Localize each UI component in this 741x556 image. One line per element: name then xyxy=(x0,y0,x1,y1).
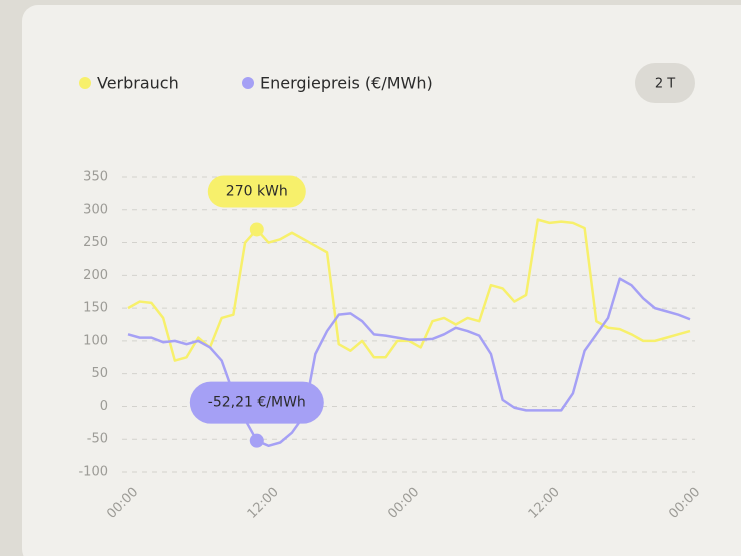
y-tick-label: 300 xyxy=(83,202,108,217)
range-button[interactable] xyxy=(635,63,695,103)
series-line xyxy=(127,277,691,448)
y-tick-label: -100 xyxy=(78,465,108,480)
series-line xyxy=(127,218,691,362)
annotation-box xyxy=(189,381,324,424)
y-tick-label: 50 xyxy=(91,366,108,381)
y-tick-label: 0 xyxy=(100,399,108,414)
y-tick-label: 200 xyxy=(83,268,108,283)
range-button-label[interactable]: 2 T xyxy=(655,77,675,92)
y-tick-label: -50 xyxy=(87,432,108,447)
annotation-label: 270 kWh xyxy=(226,183,288,199)
legend-swatch xyxy=(242,77,254,89)
y-tick-label: 250 xyxy=(83,235,108,250)
legend-label: Verbrauch xyxy=(97,74,179,93)
y-tick-label: 100 xyxy=(83,333,108,348)
annotation-dot xyxy=(249,222,264,237)
annotation-label: -52,21 €/MWh xyxy=(208,395,306,411)
annotation-box xyxy=(207,175,306,208)
annotation-dot xyxy=(249,433,264,448)
y-tick-label: 150 xyxy=(83,301,108,316)
legend-swatch xyxy=(79,77,91,89)
legend-label: Energiepreis (€/MWh) xyxy=(260,74,433,93)
y-tick-label: 350 xyxy=(83,170,108,185)
